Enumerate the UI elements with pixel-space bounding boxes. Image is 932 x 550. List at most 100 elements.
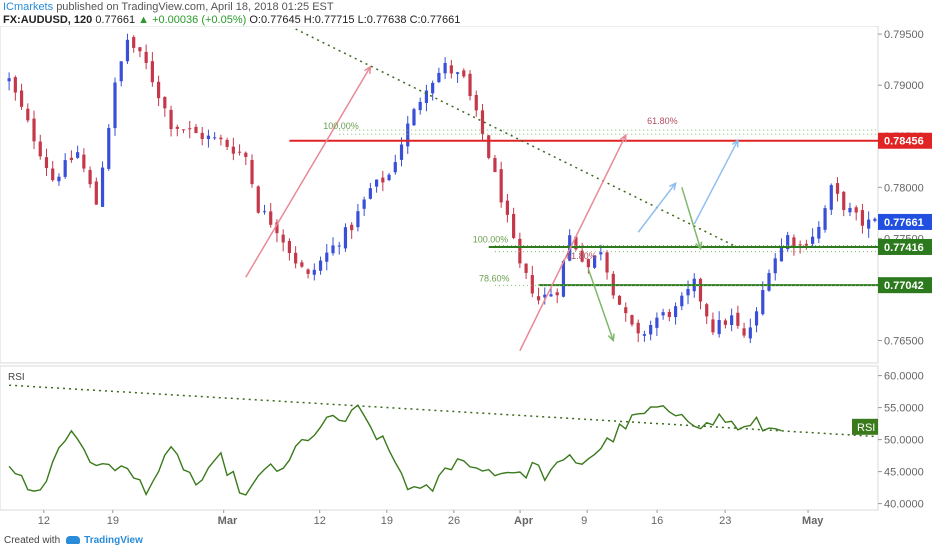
x-tick-Apr-6: Apr	[514, 515, 534, 527]
candle-body-105	[661, 312, 665, 316]
candle-body-121	[761, 290, 765, 315]
candle-body-123	[773, 258, 777, 274]
candle-body-125	[786, 235, 790, 250]
candle-body-50	[318, 260, 323, 271]
y-tick-0-79500: 0.79500	[884, 29, 924, 41]
candle-body-95	[599, 252, 603, 255]
rsi-line	[8, 404, 782, 497]
candle-body-16	[107, 127, 111, 169]
price-label-bg-2	[878, 238, 932, 255]
candle-body-71	[449, 65, 453, 74]
rsi-tick-55-0000: 55.0000	[884, 403, 924, 415]
rsi-tick-45-0000: 45.0000	[884, 467, 924, 479]
candle-body-73	[462, 70, 466, 77]
candle-body-112	[705, 304, 709, 317]
y-tick-0-79000: 0.79000	[884, 80, 924, 92]
candle-body-20	[132, 37, 136, 48]
candle-body-80	[505, 200, 509, 215]
price-change: ▲ +0.00036 (+0.05%)	[138, 14, 247, 26]
candle-body-37	[237, 151, 242, 153]
candle-body-38	[244, 152, 248, 157]
candle-body-33	[213, 137, 217, 139]
candle-body-77	[487, 135, 491, 158]
author-name[interactable]: ICmarkets	[3, 1, 54, 13]
candle-body-52	[331, 245, 335, 254]
candle-body-132	[829, 185, 833, 210]
candle-body-89	[561, 261, 566, 297]
candle-body-64	[406, 123, 410, 147]
candle-body-47	[300, 262, 304, 267]
candle-body-36	[231, 146, 235, 154]
rsi-badge-bg	[852, 418, 878, 435]
candle-body-109	[686, 288, 690, 296]
candle-body-137	[860, 210, 865, 226]
rsi-tick-50-0000: 50.0000	[884, 435, 924, 447]
candle-body-48	[306, 269, 310, 274]
candle-body-87	[549, 294, 553, 297]
candle-body-122	[767, 273, 771, 291]
candle-body-88	[555, 292, 559, 296]
candle-body-29	[188, 128, 192, 130]
candle-body-100	[630, 315, 634, 325]
candle-body-70	[443, 63, 447, 74]
price-label-bg-3	[878, 277, 932, 294]
created-with: Created with	[4, 535, 61, 546]
arrow-cd-projection-shaft	[519, 134, 627, 352]
footer-brand[interactable]: TradingView	[84, 535, 143, 546]
candle-body-84	[530, 275, 534, 294]
candle-body-66	[418, 101, 422, 111]
candle-body-45	[287, 241, 291, 253]
candle-body-75	[474, 94, 478, 111]
x-tick-12-0: 12	[38, 515, 50, 527]
y-tick-0-78000: 0.78000	[884, 182, 924, 194]
rsi-trendline	[9, 384, 875, 438]
candles	[7, 33, 877, 344]
candle-body-131	[823, 208, 827, 230]
ohlc-values: O:0.77645 H:0.77715 L:0.77638 C:0.77661	[249, 14, 461, 26]
candle-body-10	[69, 157, 73, 161]
candle-body-93	[586, 259, 590, 268]
price-label-0-77416: 0.77416	[884, 242, 924, 254]
candle-body-107	[673, 306, 678, 318]
arrow-blue-up-2-head	[731, 138, 739, 148]
candle-body-62	[393, 162, 397, 173]
candle-body-25	[163, 96, 167, 109]
symbol-info: FX:AUDUSD, 120 0.77661 ▲ +0.00036 (+0.05…	[3, 14, 929, 27]
candle-body-74	[468, 73, 472, 97]
candle-body-138	[867, 219, 871, 229]
candle-body-26	[169, 109, 173, 130]
candle-body-96	[605, 252, 609, 273]
fib-annotation-3: 78.60%	[479, 273, 510, 283]
candle-body-46	[294, 252, 298, 264]
x-tick-12-3: 12	[314, 515, 326, 527]
arrow-green-down-2-shaft	[681, 187, 702, 249]
rsi-badge: RSI	[857, 422, 875, 434]
candle-body-134	[842, 191, 846, 211]
candle-body-56	[356, 211, 360, 228]
candle-body-114	[717, 319, 721, 335]
last-price: 0.77661	[95, 14, 136, 26]
candle-body-135	[848, 207, 852, 213]
candle-body-35	[225, 139, 229, 147]
candle-body-34	[219, 137, 223, 140]
price-label-0-78456: 0.78456	[884, 136, 924, 148]
candle-body-8	[57, 176, 61, 182]
price-label-0-77042: 0.77042	[884, 280, 924, 292]
candle-body-101	[636, 322, 640, 334]
candle-body-124	[779, 246, 784, 262]
candle-body-69	[437, 72, 441, 83]
candle-body-59	[375, 179, 379, 187]
chart-area[interactable]: 61.80% 100.00% 61.80% 78.60% 100.00% 0.79500 0…	[0, 26, 932, 532]
candle-body-12	[82, 154, 86, 169]
candle-body-44	[281, 234, 285, 243]
candle-body-106	[667, 311, 671, 317]
candle-body-30	[194, 126, 198, 134]
candle-body-15	[100, 167, 105, 207]
candle-body-136	[854, 207, 858, 213]
x-tick-19-1: 19	[107, 515, 119, 527]
candle-body-76	[480, 110, 485, 134]
candle-body-6	[44, 157, 49, 169]
candle-body-127	[798, 244, 802, 246]
x-tick-May-10: May	[802, 515, 824, 527]
candle-body-21	[138, 47, 142, 52]
